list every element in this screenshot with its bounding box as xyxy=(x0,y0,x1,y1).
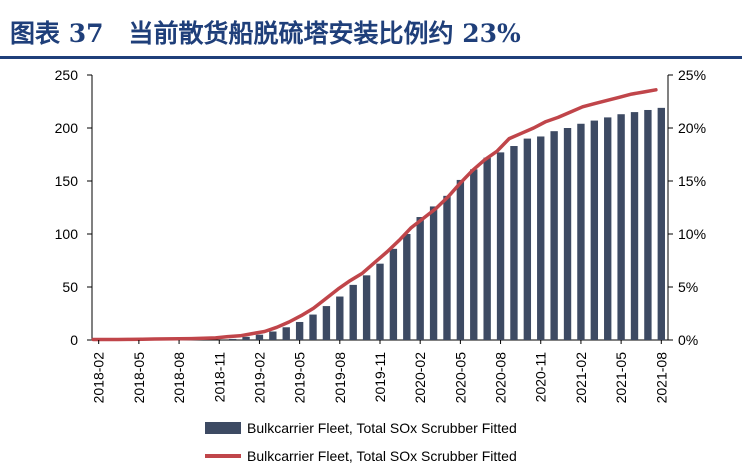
x-tick-label: 2019-08 xyxy=(332,352,348,404)
y-left-tick-label: 0 xyxy=(70,332,78,348)
bar xyxy=(510,146,518,340)
bar xyxy=(322,306,331,340)
y-right-tick-label: 10% xyxy=(678,226,706,242)
bar xyxy=(269,331,277,340)
y-left-tick-label: 150 xyxy=(55,173,79,189)
legend-line-label: Bulkcarrier Fleet, Total SOx Scrubber Fi… xyxy=(247,448,517,464)
x-tick-label: 2020-05 xyxy=(452,352,468,404)
bar xyxy=(470,169,478,340)
y-left-tick-label: 50 xyxy=(62,279,78,295)
x-tick-label: 2020-02 xyxy=(412,352,428,404)
x-tick-label: 2021-02 xyxy=(573,352,589,404)
bar xyxy=(255,334,264,340)
y-left-tick-label: 250 xyxy=(55,67,79,83)
x-tick-label: 2020-11 xyxy=(533,352,549,403)
bar xyxy=(443,195,451,340)
x-tick-label: 2018-02 xyxy=(91,352,107,404)
bar xyxy=(496,152,505,340)
bar xyxy=(604,117,612,341)
bar xyxy=(362,275,371,340)
x-tick-label: 2018-05 xyxy=(131,352,147,404)
bar xyxy=(657,107,665,340)
title-divider xyxy=(0,56,742,59)
bar xyxy=(590,120,599,340)
bar xyxy=(630,112,639,340)
bar xyxy=(456,179,465,340)
bar xyxy=(617,114,625,340)
x-tick-label: 2019-02 xyxy=(251,352,267,404)
bar xyxy=(644,109,652,340)
y-left-tick-label: 100 xyxy=(55,226,79,242)
y-right-tick-label: 20% xyxy=(678,120,706,136)
x-tick-label: 2018-11 xyxy=(211,352,227,403)
legend-item-bar: Bulkcarrier Fleet, Total SOx Scrubber Fi… xyxy=(205,420,517,436)
bar xyxy=(336,296,344,340)
y-right-tick-label: 0% xyxy=(678,332,698,348)
x-tick-label: 2021-05 xyxy=(613,352,629,404)
bar xyxy=(416,217,424,340)
bar xyxy=(228,338,237,340)
chart-title: 图表 37 当前散货船脱硫塔安装比例约 23% xyxy=(10,19,521,48)
x-tick-label: 2020-08 xyxy=(493,352,509,404)
y-left-tick-label: 200 xyxy=(55,120,79,136)
chart-area: 0 50 100 150 200 250 0% 5% 10% 15% 20% 25% 2018-02 20… xyxy=(55,67,706,404)
bar xyxy=(577,123,585,340)
bar xyxy=(295,321,304,340)
bar xyxy=(537,136,545,340)
bar xyxy=(242,336,250,340)
x-tick-label: 2019-11 xyxy=(372,352,388,403)
bar xyxy=(349,284,357,340)
bar xyxy=(282,327,290,340)
y-right-tick-label: 25% xyxy=(678,67,706,83)
legend-bar-swatch xyxy=(205,422,241,434)
legend-bar-label: Bulkcarrier Fleet, Total SOx Scrubber Fi… xyxy=(247,420,517,436)
y-right-tick-label: 15% xyxy=(678,173,706,189)
x-tick-label: 2021-08 xyxy=(653,352,669,404)
bar xyxy=(309,314,317,340)
bar xyxy=(550,131,558,340)
bar xyxy=(483,157,491,340)
x-tick-label: 2018-08 xyxy=(171,352,187,404)
bar xyxy=(376,263,384,340)
title-bar: 图表 37 当前散货船脱硫塔安装比例约 23% xyxy=(0,0,742,60)
bar xyxy=(563,128,572,340)
bar xyxy=(403,234,411,340)
scrubber-ratio-line xyxy=(91,88,658,342)
legend-item-line: Bulkcarrier Fleet, Total SOx Scrubber Fi… xyxy=(205,448,517,464)
bar xyxy=(389,248,398,340)
x-tick-label: 2019-05 xyxy=(292,352,308,404)
legend-line-swatch xyxy=(205,454,241,458)
bar xyxy=(523,138,532,340)
bar xyxy=(429,206,438,340)
y-right-tick-label: 5% xyxy=(678,279,698,295)
